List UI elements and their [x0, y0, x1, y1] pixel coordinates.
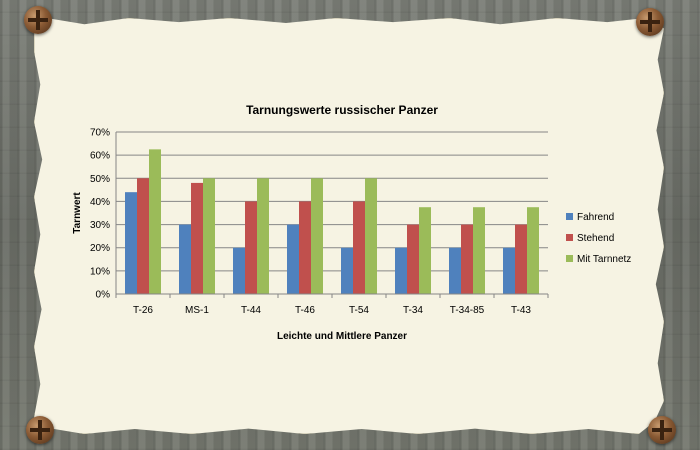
bar-fahrend — [395, 247, 407, 294]
y-tick-label: 40% — [90, 197, 110, 208]
y-tick-label: 10% — [90, 266, 110, 277]
bar-stehend — [515, 224, 527, 294]
bar-mit-tarnnetz — [311, 178, 323, 294]
bar-mit-tarnnetz — [203, 178, 215, 294]
bar-fahrend — [287, 224, 299, 294]
bar-stehend — [137, 178, 149, 294]
legend-label: Fahrend — [577, 212, 614, 223]
legend-swatch — [566, 255, 573, 262]
bar-mit-tarnnetz — [419, 207, 431, 294]
bar-stehend — [299, 201, 311, 294]
nail-icon — [636, 8, 664, 36]
legend-label: Stehend — [577, 233, 614, 244]
bar-fahrend — [449, 247, 461, 294]
legend-swatch — [566, 234, 573, 241]
x-tick-label: T-44 — [241, 305, 261, 316]
x-tick-labels: T-26 MS-1 T-44 T-46 T-54 T-34 T-34-85 T-43 — [115, 294, 549, 316]
bar-stehend — [245, 201, 257, 294]
x-tick-label: T-54 — [349, 305, 369, 316]
x-axis-title: Leichte und Mittlere Panzer — [277, 331, 407, 342]
nail-icon — [26, 416, 54, 444]
bars — [125, 149, 539, 294]
x-tick-label: T-46 — [295, 305, 315, 316]
y-axis-title: Tarnwert — [72, 192, 83, 234]
x-tick-label: T-43 — [511, 305, 531, 316]
bar-mit-tarnnetz — [527, 207, 539, 294]
bar-stehend — [407, 224, 419, 294]
bar-stehend — [191, 182, 203, 294]
bar-fahrend — [125, 192, 137, 294]
x-tick-label: T-34-85 — [450, 305, 485, 316]
x-tick-label: MS-1 — [185, 305, 209, 316]
y-tick-label: 0% — [96, 290, 111, 301]
chart-title: Tarnungswerte russischer Panzer — [246, 103, 438, 117]
y-tick-labels: 0% 10% 20% 30% 40% 50% 60% 70% — [90, 128, 110, 301]
bar-fahrend — [179, 224, 191, 294]
y-tick-label: 60% — [90, 151, 110, 162]
nail-icon — [648, 416, 676, 444]
bar-stehend — [353, 201, 365, 294]
bar-stehend — [461, 224, 473, 294]
x-tick-label: T-26 — [133, 305, 153, 316]
bar-mit-tarnnetz — [149, 149, 161, 294]
legend-swatch — [566, 213, 573, 220]
bar-fahrend — [341, 247, 353, 294]
x-tick-label: T-34 — [403, 305, 423, 316]
y-tick-label: 30% — [90, 220, 110, 231]
bar-mit-tarnnetz — [473, 207, 485, 294]
bar-fahrend — [233, 247, 245, 294]
nail-icon — [24, 6, 52, 34]
bar-mit-tarnnetz — [257, 178, 269, 294]
legend: Fahrend Stehend Mit Tarnnetz — [566, 212, 631, 265]
y-tick-label: 50% — [90, 174, 110, 185]
y-tick-label: 70% — [90, 128, 110, 139]
y-tick-label: 20% — [90, 243, 110, 254]
legend-label: Mit Tarnnetz — [577, 254, 631, 265]
bar-fahrend — [503, 247, 515, 294]
bar-mit-tarnnetz — [365, 178, 377, 294]
